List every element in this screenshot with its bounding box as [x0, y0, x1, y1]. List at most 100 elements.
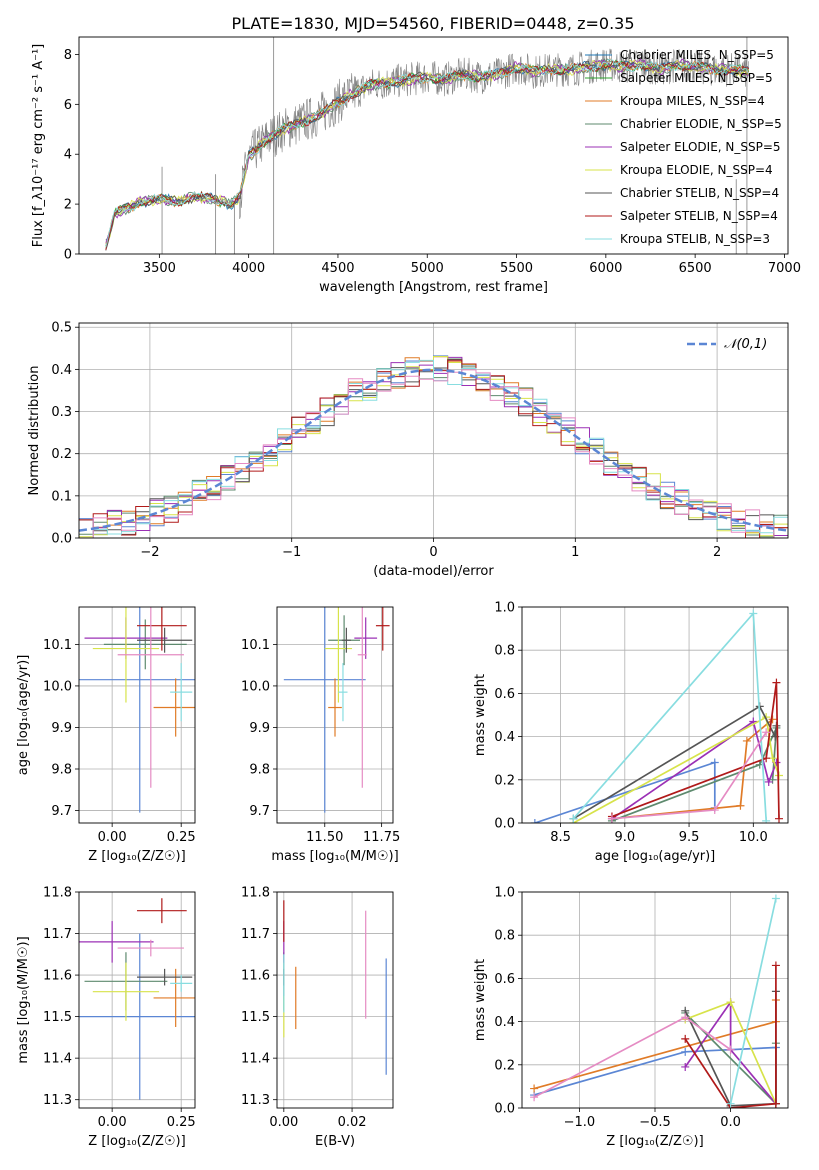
- y-axis-label: Normed distribution: [27, 366, 42, 496]
- y-axis-label: age [log₁₀(age/yr)]: [16, 655, 31, 776]
- y-tick-label: 11.7: [43, 927, 72, 942]
- y-tick-label: 2: [64, 198, 72, 213]
- model-line: [105, 58, 750, 248]
- y-tick-label: 0.0: [494, 817, 515, 832]
- x-tick-label: −2: [140, 545, 159, 560]
- x-axis-label: E(B-V): [315, 1134, 355, 1149]
- weight-marker: [726, 1099, 735, 1108]
- weight-marker: [762, 816, 771, 823]
- x-tick-label: 7000: [768, 261, 801, 276]
- weight-line: [684, 965, 777, 1108]
- plot-frame: [78, 322, 789, 539]
- age-vs-metallicity-panel: 0.00 0.25 9.7 9.8 9.9 10.0 10.1 Z [log₁₀(Z/Z☉)]…: [16, 606, 196, 864]
- weight-line: [729, 898, 777, 1104]
- legend-label: Kroupa ELODIE, N_SSP=4: [620, 163, 773, 177]
- x-tick-label: −1.0: [564, 1115, 596, 1130]
- x-tick-label: 5500: [500, 261, 533, 276]
- y-tick-label: 9.7: [51, 804, 72, 819]
- plot-frame: [521, 606, 789, 824]
- y-tick-label: 0.8: [494, 644, 515, 659]
- weight-marker: [530, 819, 539, 823]
- weight-line: [572, 705, 778, 820]
- y-tick-label: 10.0: [241, 679, 270, 694]
- weight-line: [533, 1016, 732, 1098]
- x-axis-label: mass [log₁₀(M/M☉)]: [271, 849, 398, 864]
- weight-line: [611, 682, 780, 819]
- x-tick-label: 0.0: [720, 1115, 741, 1130]
- y-tick-label: 9.9: [51, 721, 72, 736]
- y-tick-label: 11.7: [241, 927, 270, 942]
- weight-marker: [771, 1099, 780, 1108]
- y-tick-label: 11.5: [241, 1010, 270, 1025]
- weight-marker: [775, 814, 784, 823]
- weight-marker: [530, 1093, 539, 1102]
- weight-marker: [772, 678, 781, 687]
- y-tick-label: 11.6: [241, 969, 270, 984]
- y-tick-label: 6: [64, 98, 72, 113]
- x-tick-label: 5000: [411, 261, 444, 276]
- x-tick-label: 9.5: [679, 830, 700, 845]
- y-tick-label: 11.8: [241, 886, 270, 901]
- weight-marker: [607, 814, 616, 823]
- x-axis-label: wavelength [Angstrom, rest frame]: [319, 280, 548, 295]
- y-tick-label: 0.4: [494, 730, 515, 745]
- plot-frame: [78, 36, 789, 255]
- legend-label: Chabrier MILES, N_SSP=5: [620, 48, 774, 62]
- y-tick-label: 0.4: [494, 1015, 515, 1030]
- weight-line: [572, 611, 768, 821]
- y-tick-label: 0: [64, 248, 72, 263]
- error-bars: [283, 900, 387, 1075]
- x-tick-label: 4000: [232, 261, 265, 276]
- weight-marker: [742, 736, 751, 745]
- weight-marker: [569, 814, 578, 823]
- x-tick-label: 4500: [321, 261, 354, 276]
- gaussian-reference-curve: [79, 368, 788, 532]
- x-tick-label: 3500: [143, 261, 176, 276]
- weight-line: [572, 715, 780, 823]
- legend-label: Chabrier ELODIE, N_SSP=5: [620, 117, 782, 131]
- x-tick-label: 0.00: [98, 1115, 127, 1130]
- y-tick-label: 11.6: [43, 969, 72, 984]
- y-axis-label: mass weight: [473, 959, 488, 1041]
- x-tick-label: 0.02: [338, 1115, 367, 1130]
- y-tick-label: 9.7: [249, 804, 270, 819]
- legend-label: Salpeter MILES, N_SSP=5: [620, 71, 773, 85]
- x-axis-label: age [log₁₀(age/yr)]: [595, 849, 716, 864]
- weight-marker: [530, 1084, 539, 1093]
- x-tick-label: 6500: [679, 261, 712, 276]
- spectrum-panel: 3500 4000 4500 5000 5500 6000 6500 7000 0 2 4 6 8 wav…: [31, 36, 801, 295]
- residual-histogram-panel: −2 −1 0 1 2 0.0 0.1 0.2 0.3 0.4 0.5 (data-model)/er…: [27, 321, 789, 579]
- weight-marker: [771, 961, 780, 970]
- weight-line: [611, 720, 778, 820]
- plot-frame: [521, 891, 789, 1109]
- legend-label: Salpeter ELODIE, N_SSP=5: [620, 140, 781, 154]
- y-tick-label: 11.3: [43, 1093, 72, 1108]
- y-tick-label: 0.6: [494, 687, 515, 702]
- x-axis-label: Z [log₁₀(Z/Z☉)]: [88, 849, 185, 864]
- weight-marker: [681, 1047, 690, 1056]
- model-line: [105, 60, 750, 251]
- age-vs-mass-panel: 11.50 11.75 9.7 9.8 9.9 10.0 10.1 mass [log₁₀(M…: [241, 606, 400, 864]
- mass-weight-vs-age-panel: 8.5 9.0 9.5 10.0 0.0 0.2 0.4 0.6 0.8 1.0 age [log₁…: [473, 601, 789, 864]
- weight-marker: [726, 1045, 735, 1054]
- y-tick-label: 0.0: [494, 1102, 515, 1117]
- weight-marker: [681, 1034, 690, 1043]
- legend-label: 𝒩(0,1): [724, 337, 767, 352]
- plot-frame: [276, 891, 394, 1109]
- x-axis-label: Z [log₁₀(Z/Z☉)]: [88, 1134, 185, 1149]
- y-tick-label: 11.8: [43, 886, 72, 901]
- x-tick-label: 8.5: [550, 830, 571, 845]
- weight-marker: [762, 754, 771, 763]
- x-tick-label: −0.5: [639, 1115, 671, 1130]
- x-tick-label: 0.25: [167, 830, 196, 845]
- y-tick-label: 11.5: [43, 1010, 72, 1025]
- legend-label: Kroupa MILES, N_SSP=4: [620, 94, 765, 108]
- y-tick-label: 0.4: [51, 363, 72, 378]
- y-tick-label: 9.8: [249, 763, 270, 778]
- y-tick-label: 11.3: [241, 1093, 270, 1108]
- y-tick-label: 0.6: [494, 972, 515, 987]
- mass-weight-vs-metallicity-panel: −1.0 −0.5 0.0 0.0 0.2 0.4 0.6 0.8 1.0 Z [log₁₀(Z/…: [473, 886, 789, 1149]
- y-axis-label: Flux [f_λ10⁻¹⁷ erg cm⁻² s⁻¹ A⁻¹]: [31, 44, 46, 248]
- y-axis-label: mass weight: [473, 674, 488, 756]
- y-tick-label: 10.1: [43, 638, 72, 653]
